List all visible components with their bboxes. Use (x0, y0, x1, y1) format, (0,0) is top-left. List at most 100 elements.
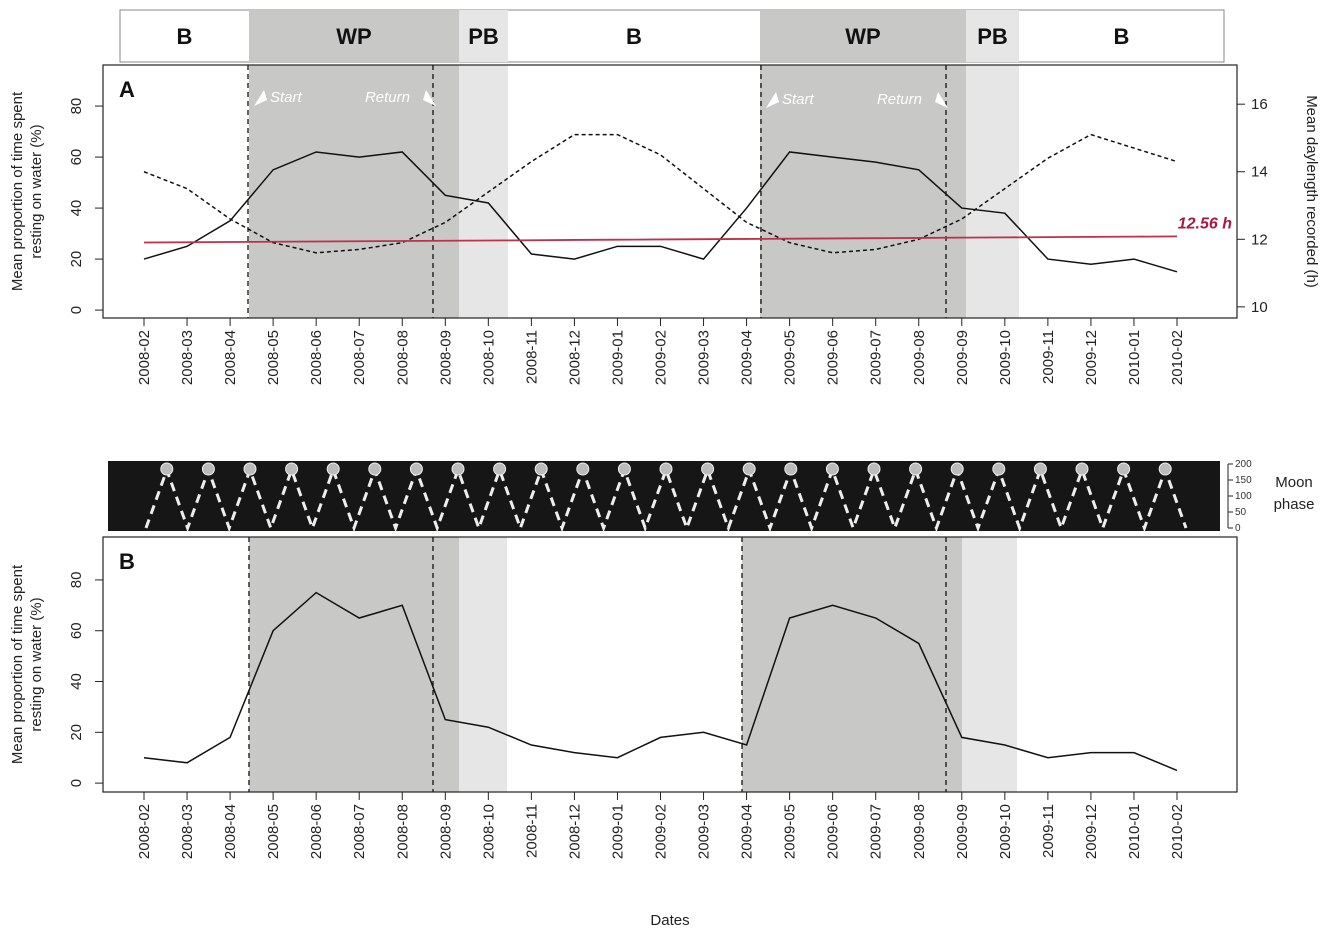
full-moon (285, 462, 299, 476)
x-tick-label: 2009-11 (1040, 804, 1057, 858)
plot-frame (102, 536, 1238, 793)
x-tick-label: 2009-02 (653, 804, 670, 859)
full-moon (368, 462, 382, 476)
x-tick-label: 2009-11 (1040, 330, 1057, 384)
phase-shade (760, 65, 966, 318)
x-tick-label: 2008-09 (437, 804, 454, 859)
x-tick-label: 2008-10 (480, 330, 497, 385)
x-tick-label: 2009-04 (739, 804, 756, 859)
y2-tick-label: 16 (1251, 96, 1268, 113)
y-axis-label: resting on water (%) (28, 597, 45, 731)
y-tick-label: 0 (68, 306, 85, 314)
x-tick-label: 2009-12 (1083, 804, 1100, 859)
moon-tick-label: 50 (1235, 507, 1247, 518)
series-line (143, 151, 1178, 273)
full-moon (659, 462, 673, 476)
full-moon (201, 462, 215, 476)
full-moon (493, 462, 507, 476)
x-tick-label: 2008-03 (179, 804, 196, 859)
full-moon (1033, 462, 1047, 476)
trend-label: 12.56 h (1178, 215, 1232, 232)
full-moon (825, 462, 839, 476)
full-moon (534, 462, 548, 476)
x-tick-label: 2008-11 (523, 804, 540, 858)
x-tick-label: 2009-03 (696, 330, 713, 385)
phase-shade (459, 65, 508, 318)
x-tick-label: 2008-11 (523, 330, 540, 384)
moon-label: Moon (1275, 474, 1313, 491)
x-tick-label: 2010-01 (1126, 330, 1143, 385)
y2-tick-label: 10 (1251, 299, 1268, 316)
y-tick-label: 60 (68, 149, 85, 166)
x-tick-label: 2008-04 (222, 330, 239, 385)
annotation: Return (365, 89, 410, 106)
x-tick-label: 2008-06 (308, 330, 325, 385)
panel-letter: A (119, 77, 135, 102)
full-moon (909, 462, 923, 476)
annotation-arrow (766, 92, 779, 108)
x-tick-label: 2009-05 (782, 330, 799, 385)
x-tick-label: 2009-08 (911, 804, 928, 859)
full-moon (576, 462, 590, 476)
full-moon (701, 462, 715, 476)
period-box (966, 10, 1019, 62)
x-tick-label: 2009-08 (911, 330, 928, 385)
annotation: Start (270, 89, 303, 106)
phase-shade (459, 537, 507, 792)
period-label: B (177, 24, 193, 49)
y2-axis-label: Mean daylength recorded (h) (1303, 95, 1320, 288)
period-label: B (1114, 24, 1130, 49)
period-label: PB (468, 24, 499, 49)
x-tick-label: 2009-06 (825, 330, 842, 385)
annotation: Return (877, 91, 922, 108)
full-moon (1158, 462, 1172, 476)
moon-label: phase (1274, 496, 1315, 513)
x-tick-label: 2010-02 (1169, 330, 1186, 385)
period-box (760, 10, 966, 62)
full-moon (992, 462, 1006, 476)
x-tick-label: 2008-02 (136, 330, 153, 385)
plot-frame (102, 64, 1238, 319)
x-tick-label: 2009-07 (868, 804, 885, 859)
x-tick-label: 2008-08 (394, 330, 411, 385)
x-tick-label: 2009-01 (609, 330, 626, 385)
period-label: WP (845, 24, 880, 49)
series-line (143, 133, 1178, 254)
full-moon (1117, 462, 1131, 476)
x-tick-label: 2009-06 (825, 804, 842, 859)
x-tick-label: 2008-02 (136, 804, 153, 859)
period-box (459, 10, 508, 62)
y-tick-label: 20 (68, 251, 85, 268)
annotation-arrow (254, 90, 267, 106)
x-tick-label: 2008-08 (394, 804, 411, 859)
x-tick-label: 2008-05 (265, 330, 282, 385)
y2-tick-label: 12 (1251, 231, 1268, 248)
y-axis-label: Mean proportion of time spent (9, 91, 26, 291)
x-tick-label: 2008-12 (566, 804, 583, 859)
period-label: B (626, 24, 642, 49)
full-moon (326, 462, 340, 476)
x-tick-label: 2009-10 (997, 330, 1014, 385)
x-tick-label: 2010-02 (1169, 804, 1186, 859)
x-tick-label: 2008-05 (265, 804, 282, 859)
x-tick-label: 2009-04 (739, 330, 756, 385)
full-moon (617, 462, 631, 476)
full-moon (742, 462, 756, 476)
moon-cycle (144, 465, 1188, 533)
period-box (249, 10, 459, 62)
moon-tick-label: 200 (1235, 459, 1252, 470)
y-tick-label: 80 (68, 572, 85, 589)
x-tick-label: 2010-01 (1126, 804, 1143, 859)
annotation: Start (782, 91, 815, 108)
full-moon (784, 462, 798, 476)
x-tick-label: 2008-06 (308, 804, 325, 859)
panel-letter: B (119, 549, 135, 574)
phase-shade (249, 65, 459, 318)
period-label: PB (977, 24, 1008, 49)
full-moon (950, 462, 964, 476)
full-moon (451, 462, 465, 476)
annotation-arrow (935, 92, 948, 108)
moon-tick-label: 150 (1235, 475, 1252, 486)
x-axis-label: Dates (650, 912, 689, 929)
